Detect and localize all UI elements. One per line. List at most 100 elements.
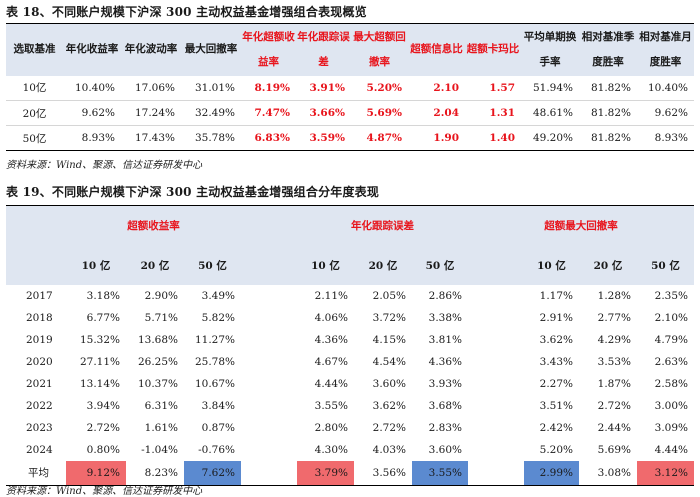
- table18-cell: 8.19%: [241, 75, 296, 101]
- table19-subheader: 10 亿: [524, 245, 579, 285]
- table19-cell: 2.58%: [654, 377, 688, 390]
- table19-row: 2020 27.11% 26.25% 25.78% 4.67% 4.54% 4.36% 3.4…: [6, 351, 694, 373]
- table19-cell: 3.60%: [428, 443, 462, 456]
- table18-header: 相对基准月度胜率: [637, 23, 694, 76]
- table19-cell: 2.83%: [428, 421, 462, 434]
- table19-cell: 4.54%: [372, 355, 406, 368]
- table18-header: 平均单期换手率: [521, 23, 579, 76]
- table18-cell: 1.40: [465, 125, 521, 151]
- table19-cell: 2.99%: [524, 460, 579, 486]
- table18-cell: 49.20%: [521, 125, 579, 151]
- table19-row-label: 2020: [26, 355, 53, 368]
- table19-spacer: [241, 329, 297, 351]
- table18-cell: 1.31: [465, 100, 521, 126]
- table18-cell: 48.61%: [521, 100, 579, 126]
- table19-cell: -1.04%: [141, 443, 178, 456]
- table18-cell: 3.91%: [296, 75, 351, 101]
- table18-cell: 7.47%: [241, 100, 296, 126]
- table19-group-header: 超额收益率: [66, 205, 241, 246]
- table18-header: 年化跟踪误差: [296, 23, 351, 76]
- table19-cell: 4.03%: [372, 443, 406, 456]
- table19-cell: 11.27%: [194, 333, 235, 346]
- table19-cell: 3.51%: [539, 399, 573, 412]
- table19-row: 2023 2.72% 1.61% 0.87% 2.80% 2.72% 2.83% 2.42% 2…: [6, 417, 694, 439]
- table18-cell: 9.62%: [637, 100, 694, 126]
- table19-spacer: [468, 439, 524, 461]
- table18-cell: 17.43%: [121, 125, 181, 151]
- table19-row: 2021 13.14% 10.37% 10.67% 4.44% 3.60% 3.93% 2.2…: [6, 373, 694, 395]
- table18-header: 超额信息比: [408, 23, 465, 76]
- table19-cell: 8.23%: [126, 460, 184, 486]
- table19-source: 资料来源：Wind、聚源、信达证券研发中心: [6, 486, 203, 497]
- table18-cell: 3.66%: [296, 100, 351, 126]
- table19-subheader: 20 亿: [354, 245, 412, 285]
- table19-cell: 4.29%: [597, 333, 631, 346]
- table19-cell: 6.31%: [144, 399, 178, 412]
- table18-cell: 1.90: [408, 125, 465, 151]
- table19-row: 2019 15.32% 13.68% 11.27% 4.36% 4.15% 3.81% 3.6…: [6, 329, 694, 351]
- table18-cell: 8.93%: [637, 125, 694, 151]
- table19-cell: 9.12%: [66, 460, 126, 486]
- table19-subheader: 10 亿: [66, 245, 126, 285]
- table18: 选取基准 年化收益率 年化波动率 最大回撤率 年化超额收益率 年化跟踪误差 最大…: [6, 23, 694, 151]
- table19-group-header: 超额最大回撤率: [468, 205, 694, 246]
- table18-header: 年化超额收益率: [241, 23, 296, 76]
- table19-spacer: [241, 285, 297, 307]
- table19-spacer: [241, 395, 297, 417]
- table18-cell: 8.93%: [63, 125, 121, 151]
- table18-cell: 51.94%: [521, 75, 579, 101]
- table19-cell: 1.28%: [597, 289, 631, 302]
- table19-cell: 15.32%: [79, 333, 120, 346]
- table19-cell: 3.49%: [201, 289, 235, 302]
- table18-cell: 17.06%: [121, 75, 181, 101]
- table19-cell: 4.06%: [314, 311, 348, 324]
- table19-row-label: 平均: [6, 460, 66, 486]
- table19-spacer: [468, 307, 524, 329]
- table19-cell: 2.10%: [654, 311, 688, 324]
- table19-cell: 2.44%: [597, 421, 631, 434]
- table18-cell: 32.49%: [181, 100, 241, 126]
- table19-spacer: [241, 373, 297, 395]
- table18-header: 最大超额回撤率: [351, 23, 408, 76]
- table19-spacer: [468, 395, 524, 417]
- table19-cell: 25.78%: [194, 355, 235, 368]
- table19-cell: 27.11%: [79, 355, 120, 368]
- table19-row: 2022 3.94% 6.31% 3.84% 3.55% 3.62% 3.68% 3.51% 2…: [6, 395, 694, 417]
- table19-cell: 13.68%: [137, 333, 178, 346]
- table18-row-label: 50亿: [6, 125, 63, 151]
- table19-cell: 3.79%: [297, 460, 354, 486]
- table19-cell: 5.82%: [201, 311, 235, 324]
- table19-cell: 3.12%: [637, 460, 694, 486]
- table19-cell: 3.94%: [86, 399, 120, 412]
- table18-header: 选取基准: [6, 23, 63, 76]
- table19-cell: 6.77%: [86, 311, 120, 324]
- table19-spacer: [241, 460, 297, 486]
- table19-cell: 2.72%: [597, 399, 631, 412]
- table19-subheader: 50 亿: [637, 245, 694, 285]
- table19-cell: 5.71%: [144, 311, 178, 324]
- table19-row-label: 2024: [26, 443, 53, 456]
- table19-cell: 3.84%: [201, 399, 235, 412]
- table19-row-label: 2022: [26, 399, 53, 412]
- table19-cell: 3.55%: [314, 399, 348, 412]
- table19-cell: 3.72%: [372, 311, 406, 324]
- table19-cell: 3.68%: [428, 399, 462, 412]
- table19-row-label: 2021: [26, 377, 53, 390]
- table19-cell: 26.25%: [137, 355, 178, 368]
- table18-cell: 1.57: [465, 75, 521, 101]
- table18-cell: 10.40%: [63, 75, 121, 101]
- table19-cell: 3.43%: [539, 355, 573, 368]
- table18-cell: 81.82%: [579, 100, 637, 126]
- table19-cell: 2.77%: [597, 311, 631, 324]
- table18-header: 年化收益率: [63, 23, 121, 76]
- table19-cell: 4.79%: [654, 333, 688, 346]
- table19-cell: 2.80%: [314, 421, 348, 434]
- table19-row-label: 2019: [26, 333, 53, 346]
- table19-subheader-row: 10 亿 20 亿 50 亿 10 亿 20 亿 50 亿 10 亿 20 亿 …: [6, 245, 694, 285]
- table19-spacer: [241, 417, 297, 439]
- table19-cell: 4.30%: [314, 443, 348, 456]
- table18-row: 10亿 10.40% 17.06% 31.01% 8.19% 3.91% 5.20% 2.10…: [6, 75, 694, 101]
- table18-row: 50亿 8.93% 17.43% 35.78% 6.83% 3.59% 4.87% 1.90 1…: [6, 125, 694, 151]
- table19-spacer: [468, 460, 524, 486]
- table18-cell: 3.59%: [296, 125, 351, 151]
